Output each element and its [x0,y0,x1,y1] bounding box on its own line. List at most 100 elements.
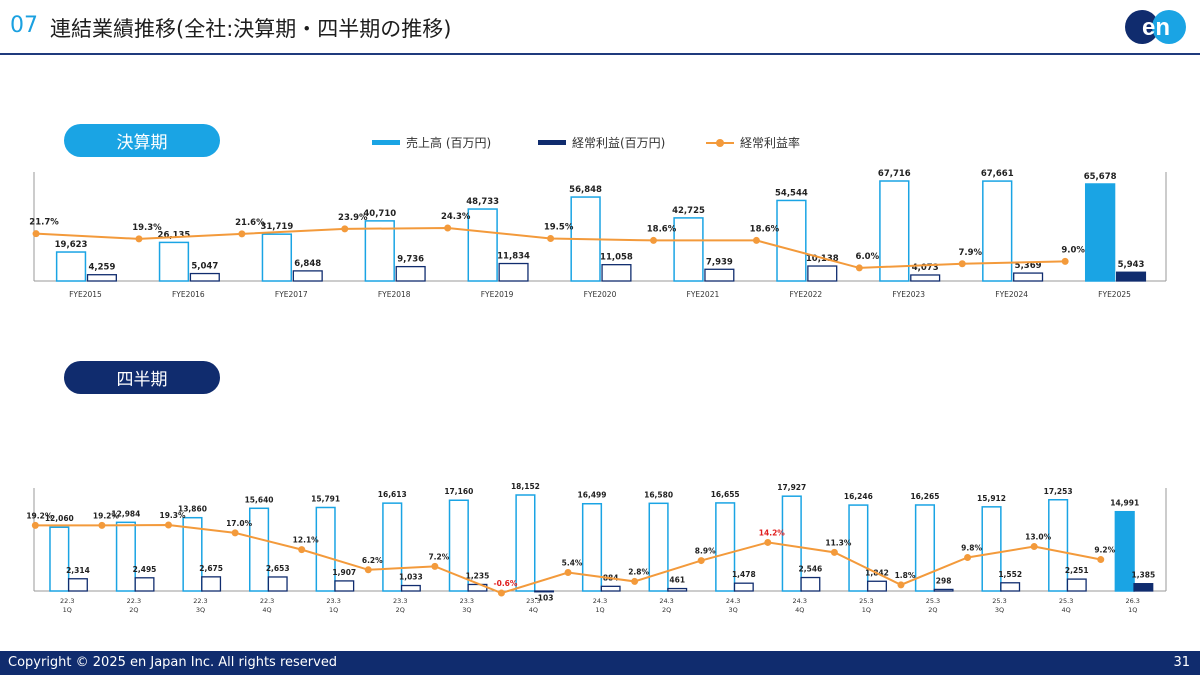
quarterly-sales-bar [1048,499,1069,592]
quarterly-sales-label: 17,253 [1044,487,1073,496]
quarterly-sales-label: 13,860 [178,505,207,514]
quarterly-sales-bar [182,516,203,592]
annual-category-label: FYE2015 [69,290,102,299]
quarterly-profit-label: 1,552 [998,570,1022,579]
annual-margin-point [32,230,40,238]
annual-sales-bar [673,217,704,282]
quarterly-section-pill: 四半期 [64,361,220,394]
quarterly-sales-label: 12,984 [111,509,140,518]
annual-category-label: FYE2021 [687,290,720,299]
annual-profit-bar [189,272,220,282]
quarterly-sales-label: 17,927 [777,483,806,492]
quarterly-category-label: 23.3 [526,597,540,605]
quarterly-profit-bar [600,585,621,592]
quarterly-profit-bar [733,582,754,592]
annual-profit-label: 6,848 [294,259,321,269]
legend-margin-swatch [706,138,734,148]
quarterly-margin-label: 9.2% [1094,546,1115,555]
quarterly-margin-point [165,521,173,529]
quarterly-sales-bar [914,504,936,592]
annual-category-label: FYE2018 [378,290,411,299]
quarterly-category-sublabel: 2Q [928,606,937,614]
quarterly-profit-label: 1,478 [732,570,756,579]
quarterly-margin-label: 9.8% [961,543,982,552]
quarterly-sales-bar [981,506,1002,592]
annual-sales-label: 42,725 [672,206,705,216]
annual-profit-bar [1115,271,1147,282]
quarterly-profit-bar [867,580,887,592]
quarterly-sales-label: 16,265 [910,492,939,501]
quarterly-sales-bar [715,502,736,592]
quarterly-margin-label: 8.9% [695,547,716,556]
quarterly-profit-label: 298 [936,576,952,585]
annual-sales-label: 40,710 [363,209,396,219]
quarterly-margin-label: 19.2% [93,511,120,520]
quarterly-category-sublabel: 4Q [262,606,271,614]
quarterly-profit-label: 1,907 [332,568,356,577]
quarterly-profit-label: 461 [669,576,685,585]
quarterly-profit-label: 2,546 [799,565,823,574]
annual-profit-label: 5,369 [1015,261,1042,271]
legend-margin: 経常利益率 [706,134,800,151]
annual-margin-point [752,236,760,244]
quarterly-sales-label: 16,499 [578,491,607,500]
annual-margin-point [547,234,555,242]
quarterly-sales-bar [248,507,270,592]
annual-margin-label: 9.0% [1061,245,1085,255]
quarterly-margin-label: 19.3% [159,511,186,520]
quarterly-margin-point [298,546,306,554]
annual-profit-label: 11,058 [600,253,633,263]
quarterly-margin-label: 2.8% [628,567,649,576]
quarterly-sales-bar [515,494,536,592]
legend-sales-swatch [372,140,400,145]
annual-sales-bar [158,241,190,282]
quarterly-category-label: 22.3 [127,597,141,605]
annual-margin-point [444,224,452,232]
quarterly-profit-label: 2,314 [66,566,90,575]
quarterly-category-label: 25.3 [859,597,873,605]
annual-sales-label: 65,678 [1084,172,1117,182]
quarterly-profit-bar [1000,582,1021,592]
annual-category-label: FYE2017 [275,290,308,299]
quarterly-profit-bar [267,576,288,592]
quarterly-profit-bar [534,590,555,593]
annual-margin-label: 24.3% [441,212,471,222]
quarterly-profit-bar [667,587,688,592]
quarterly-margin-point [497,589,505,597]
quarterly-sales-label: 16,655 [711,490,740,499]
quarterly-sales-label: 18,152 [511,482,540,491]
quarterly-profit-label: 1,235 [466,571,490,580]
quarterly-margin-label: -0.6% [493,579,517,588]
quarterly-category-label: 25.3 [992,597,1006,605]
annual-margin-point [958,260,966,268]
annual-section-pill: 決算期 [64,124,220,157]
quarterly-margin-label: 17.0% [226,519,253,528]
quarterly-profit-label: 2,653 [266,564,290,573]
quarterly-profit-label: 1,033 [399,573,423,582]
quarterly-category-sublabel: 2Q [129,606,138,614]
annual-sales-bar [776,199,807,282]
annual-category-label: FYE2020 [584,290,617,299]
annual-sales-label: 54,544 [775,188,808,198]
annual-sales-label: 56,848 [569,185,602,195]
quarterly-margin-point [231,529,239,537]
quarterly-margin-point [964,553,972,561]
annual-margin-label: 23.9% [338,213,368,223]
quarterly-category-sublabel: 4Q [1061,606,1070,614]
annual-sales-label: 48,733 [466,197,499,207]
quarterly-profit-label: 2,495 [133,565,157,574]
quarterly-sales-label: 17,160 [444,487,473,496]
copyright-text: Copyright © 2025 en Japan Inc. All right… [8,655,338,670]
legend-profit-label: 経常利益(百万円) [572,136,666,150]
quarterly-profit-bar [800,576,821,592]
quarterly-category-sublabel: 1Q [329,606,338,614]
annual-margin-point [1061,257,1069,265]
quarterly-category-label: 23.3 [326,597,340,605]
annual-sales-bar [879,180,910,282]
quarterly-category-label: 24.3 [659,597,673,605]
annual-sales-label: 67,716 [878,169,911,179]
annual-category-label: FYE2025 [1098,290,1131,299]
quarterly-sales-bar [1114,510,1135,592]
